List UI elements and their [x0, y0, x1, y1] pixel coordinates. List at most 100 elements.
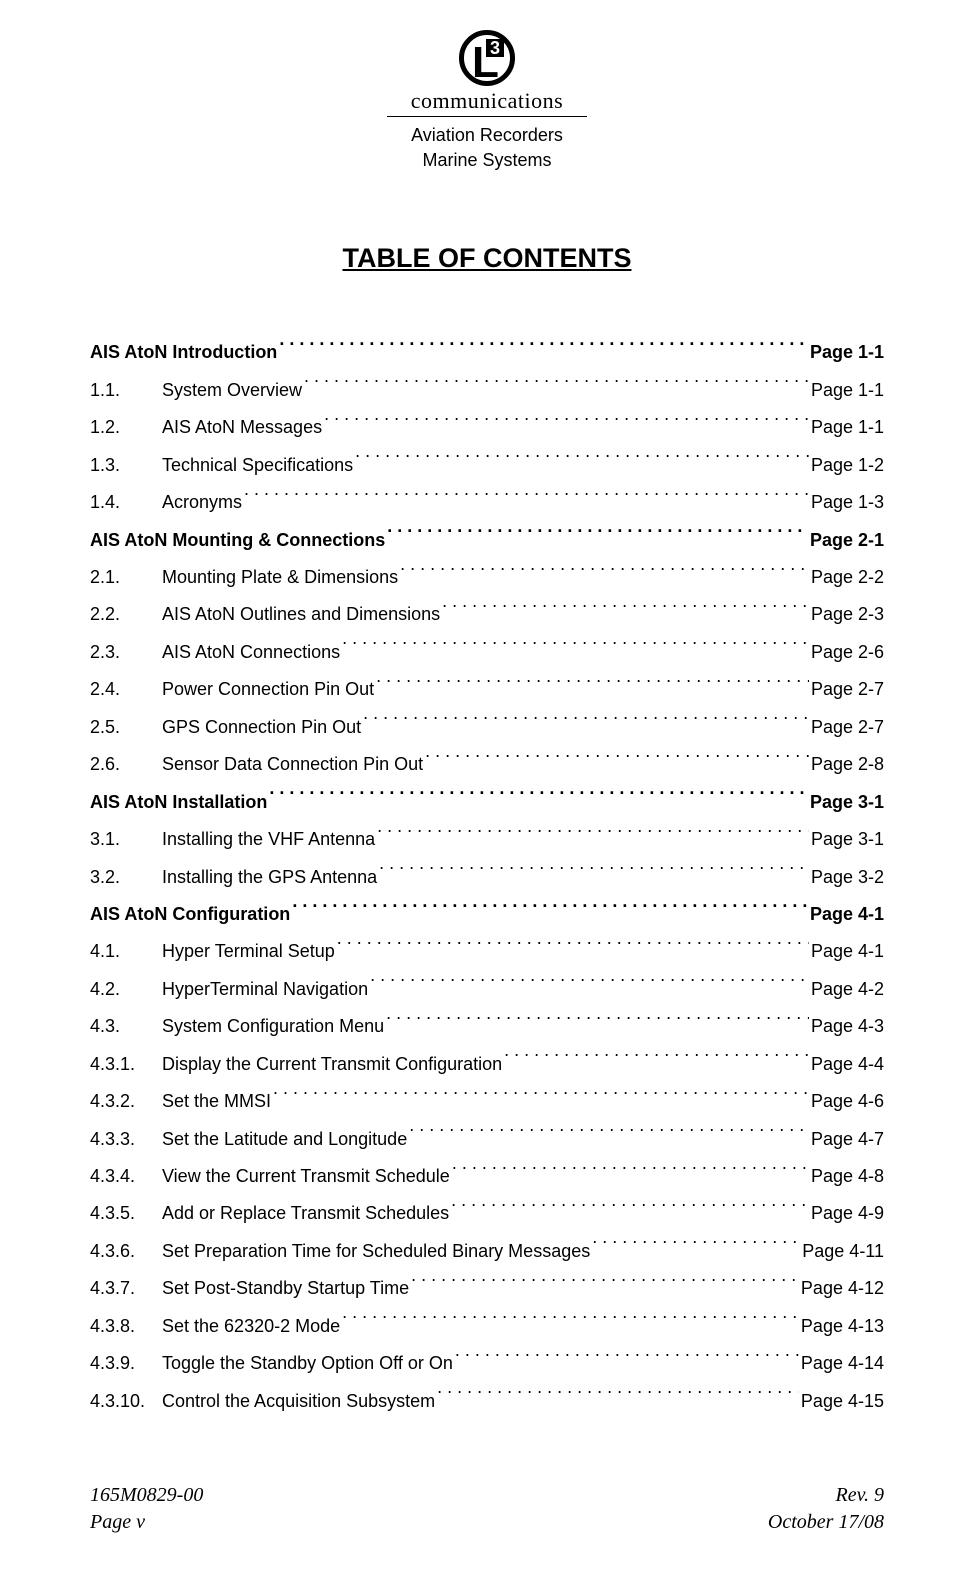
- toc-page: Page 2-7: [811, 709, 884, 746]
- toc-section: AIS AtoN Introduction Page 1-1: [90, 334, 884, 371]
- toc-page: Page 4-6: [811, 1083, 884, 1120]
- toc-entry: 2.6.Sensor Data Connection Pin Out Page …: [90, 746, 884, 783]
- toc-entry-number: 4.3.6.: [90, 1233, 162, 1270]
- toc-entry-number: 4.3.2.: [90, 1083, 162, 1120]
- toc-entry: 4.3.System Configuration Menu Page 4-3: [90, 1008, 884, 1045]
- toc-entry-number: 1.1.: [90, 372, 162, 409]
- toc-entry-number: 2.2.: [90, 596, 162, 633]
- toc-leader: [376, 674, 809, 696]
- toc-page: Page 4-12: [801, 1270, 884, 1307]
- toc-page: Page 1-1: [811, 372, 884, 409]
- toc-label: System Overview: [162, 372, 302, 409]
- toc-entry-number: 4.3.1.: [90, 1046, 162, 1083]
- toc-leader: [437, 1385, 799, 1407]
- toc-leader: [377, 823, 809, 845]
- toc-page: Page 4-8: [811, 1158, 884, 1195]
- toc-entry: 1.1.System Overview Page 1-1: [90, 372, 884, 409]
- footer-pagenum: Page v: [90, 1509, 203, 1536]
- footer-docnum: 165M0829-00: [90, 1482, 203, 1509]
- toc-label: Hyper Terminal Setup: [162, 933, 335, 970]
- toc-entry-number: 1.3.: [90, 447, 162, 484]
- toc-leader: [355, 449, 809, 471]
- toc-entry-number: 4.3.5.: [90, 1195, 162, 1232]
- toc-page: Page 3-1: [811, 821, 884, 858]
- toc-entry: 4.3.3.Set the Latitude and Longitude Pag…: [90, 1121, 884, 1158]
- toc-entry-number: 3.2.: [90, 859, 162, 896]
- toc-leader: [304, 374, 809, 396]
- toc-leader: [451, 1198, 809, 1220]
- footer-left: 165M0829-00 Page v: [90, 1482, 203, 1536]
- toc-entry: 2.4.Power Connection Pin Out Page 2-7: [90, 671, 884, 708]
- toc-page: Page 3-1: [810, 784, 884, 821]
- toc-leader: [400, 561, 809, 583]
- toc-label: Power Connection Pin Out: [162, 671, 374, 708]
- toc-leader: [279, 337, 808, 359]
- toc-label: Set Post-Standby Startup Time: [162, 1270, 409, 1307]
- toc-leader: [273, 1086, 809, 1108]
- toc-entry-number: 2.6.: [90, 746, 162, 783]
- toc-label: Add or Replace Transmit Schedules: [162, 1195, 449, 1232]
- toc-label: Set the Latitude and Longitude: [162, 1121, 407, 1158]
- toc-label: AIS AtoN Installation: [90, 784, 267, 821]
- toc-page: Page 4-2: [811, 971, 884, 1008]
- toc-entry: 1.4.Acronyms Page 1-3: [90, 484, 884, 521]
- toc-entry-number: 4.3.4.: [90, 1158, 162, 1195]
- toc-page: Page 4-1: [811, 933, 884, 970]
- toc-entry: 4.3.5.Add or Replace Transmit Schedules …: [90, 1195, 884, 1232]
- logo-block: L 3 communications Aviation Recorders Ma…: [90, 30, 884, 173]
- toc-entry: 3.2.Installing the GPS Antenna Page 3-2: [90, 859, 884, 896]
- toc-entry-number: 1.2.: [90, 409, 162, 446]
- toc-label: Control the Acquisition Subsystem: [162, 1383, 435, 1420]
- toc-entry: 2.1.Mounting Plate & Dimensions Page 2-2: [90, 559, 884, 596]
- toc-page: Page 4-1: [810, 896, 884, 933]
- toc-entry: 1.2.AIS AtoN Messages Page 1-1: [90, 409, 884, 446]
- toc-leader: [387, 524, 808, 546]
- toc-leader: [504, 1048, 809, 1070]
- toc-page: Page 4-14: [801, 1345, 884, 1382]
- toc-leader: [324, 412, 809, 434]
- toc-leader: [452, 1160, 809, 1182]
- logo-sub1: Aviation Recorders: [90, 123, 884, 148]
- toc-entry-number: 4.3.3.: [90, 1121, 162, 1158]
- toc-leader: [455, 1348, 799, 1370]
- toc-label: AIS AtoN Configuration: [90, 896, 290, 933]
- toc-page: Page 1-1: [811, 409, 884, 446]
- toc-entry-number: 4.1.: [90, 933, 162, 970]
- toc-label: Acronyms: [162, 484, 242, 521]
- toc-label: GPS Connection Pin Out: [162, 709, 361, 746]
- toc-page: Page 2-8: [811, 746, 884, 783]
- toc-page: Page 2-7: [811, 671, 884, 708]
- toc-entry-number: 2.5.: [90, 709, 162, 746]
- toc-entry-number: 4.3.7.: [90, 1270, 162, 1307]
- toc-page: Page 4-9: [811, 1195, 884, 1232]
- toc-entry: 2.2.AIS AtoN Outlines and Dimensions Pag…: [90, 596, 884, 633]
- toc-label: Set the MMSI: [162, 1083, 271, 1120]
- toc-entry: 4.3.7.Set Post-Standby Startup Time Page…: [90, 1270, 884, 1307]
- toc-page: Page 2-2: [811, 559, 884, 596]
- toc-leader: [337, 936, 809, 958]
- toc-leader: [370, 973, 809, 995]
- toc-entry: 4.3.1.Display the Current Transmit Confi…: [90, 1046, 884, 1083]
- toc-page: Page 2-3: [811, 596, 884, 633]
- footer-right: Rev. 9 October 17/08: [768, 1482, 884, 1536]
- toc-entry-number: 4.3.8.: [90, 1308, 162, 1345]
- logo-sub2: Marine Systems: [90, 148, 884, 173]
- toc-page: Page 2-1: [810, 522, 884, 559]
- toc-entry: 1.3.Technical Specifications Page 1-2: [90, 447, 884, 484]
- toc-label: Toggle the Standby Option Off or On: [162, 1345, 453, 1382]
- toc-entry: 4.2.HyperTerminal Navigation Page 4-2: [90, 971, 884, 1008]
- toc-entry: 4.3.4.View the Current Transmit Schedule…: [90, 1158, 884, 1195]
- logo-word: communications: [90, 88, 884, 114]
- toc-section: AIS AtoN Installation Page 3-1: [90, 784, 884, 821]
- toc-entry: 4.3.9.Toggle the Standby Option Off or O…: [90, 1345, 884, 1382]
- toc-entry: 2.3.AIS AtoN Connections Page 2-6: [90, 634, 884, 671]
- toc-page: Page 1-1: [810, 334, 884, 371]
- toc-page: Page 4-11: [802, 1233, 884, 1270]
- toc-leader: [269, 786, 808, 808]
- toc-page: Page 3-2: [811, 859, 884, 896]
- page-footer: 165M0829-00 Page v Rev. 9 October 17/08: [90, 1482, 884, 1536]
- toc-entry: 4.3.6.Set Preparation Time for Scheduled…: [90, 1233, 884, 1270]
- footer-rev: Rev. 9: [768, 1482, 884, 1509]
- toc-entry-number: 1.4.: [90, 484, 162, 521]
- toc-leader: [411, 1273, 799, 1295]
